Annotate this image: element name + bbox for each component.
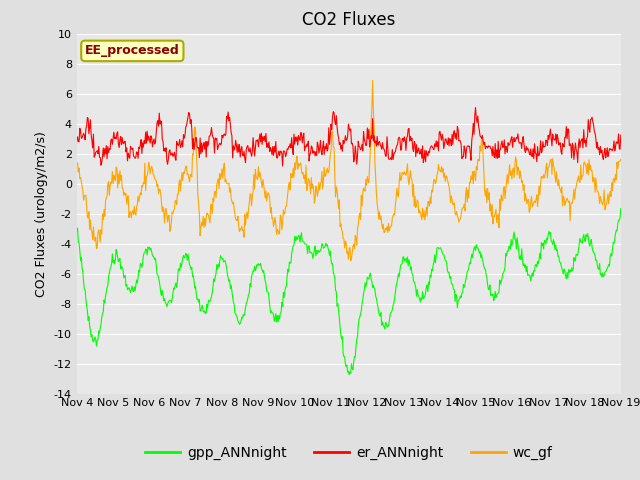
Legend: gpp_ANNnight, er_ANNnight, wc_gf: gpp_ANNnight, er_ANNnight, wc_gf: [140, 441, 558, 466]
Title: CO2 Fluxes: CO2 Fluxes: [302, 11, 396, 29]
Y-axis label: CO2 Fluxes (urology/m2/s): CO2 Fluxes (urology/m2/s): [35, 131, 48, 297]
Text: EE_processed: EE_processed: [85, 44, 180, 58]
